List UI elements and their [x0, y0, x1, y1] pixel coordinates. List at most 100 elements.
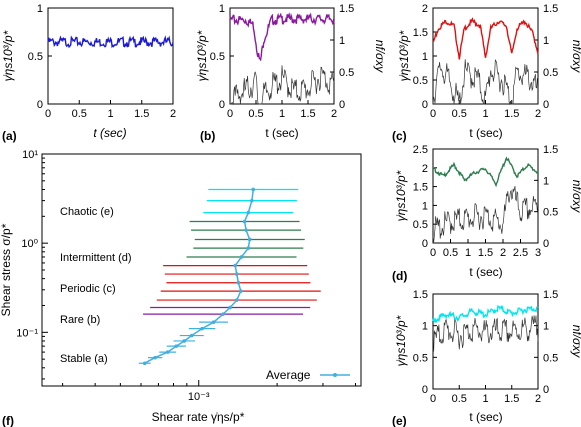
d-series-line-0: [432, 156, 539, 188]
f-average-point: [211, 320, 216, 324]
e-ytick-label: 1: [422, 321, 428, 333]
c-xtick-label: 1.5: [504, 108, 519, 120]
b-ytick-label: 0.5: [210, 51, 225, 63]
c-ylabel: γ̇ηs10³/p*: [397, 30, 411, 81]
e-y2tick-label: 1: [543, 321, 549, 333]
d-ytick-label: 2: [422, 163, 428, 175]
a-xtick-label: 1: [107, 108, 113, 120]
legend-average-label: Average: [266, 368, 311, 382]
d-ytick-label: 2.5: [413, 144, 428, 156]
f-average-point: [234, 298, 239, 302]
b-ylabel: γ̇ηs10³/p*: [195, 30, 209, 81]
f-average-point: [250, 198, 254, 203]
e-xtick-label: 2: [535, 393, 541, 405]
e-series-line-0: [432, 304, 539, 324]
regime-periodic: Periodic (c): [60, 283, 116, 295]
f-average-point: [182, 339, 187, 343]
f-xtick-label: 10⁻³: [188, 391, 210, 403]
b-y2tick-label: 1.5: [339, 3, 354, 15]
f-average-point: [246, 210, 251, 215]
a-series-line-0: [47, 35, 174, 49]
a-ytick-label: 1: [37, 3, 43, 15]
d-ytick-label: 1: [422, 200, 428, 212]
f-average-point: [247, 237, 252, 242]
e-xtick-label: 0: [430, 393, 436, 405]
d-xtick-label: 0.5: [443, 247, 458, 259]
f-average-point: [251, 187, 256, 192]
panel-label-d: (d): [392, 269, 407, 283]
f-average-point: [153, 355, 157, 360]
b-xtick-label: 0: [227, 108, 233, 120]
regime-chaotic: Chaotic (e): [60, 206, 114, 218]
c-ytick-label: 1: [422, 51, 428, 63]
panel-f-frame: [41, 153, 362, 387]
regime-stable: Stable (a): [60, 353, 108, 365]
panel-label-b: (b): [200, 129, 215, 143]
f-average-point: [233, 263, 237, 268]
e-ytick-label: 0.5: [413, 352, 428, 364]
panel-label-c: (c): [392, 129, 407, 143]
f-average-point: [200, 326, 204, 331]
d-series-line-1: [432, 186, 539, 243]
b-series-line-1: [229, 65, 335, 106]
e-xlabel: t (sec): [469, 410, 502, 424]
d-xtick-label: 0: [430, 247, 436, 259]
c-series-line-1: [432, 58, 539, 106]
e-ylabel: γ̇ηs10³/p*: [394, 315, 408, 366]
f-average-point: [238, 289, 243, 293]
e-xtick-label: 1: [482, 393, 488, 405]
e-y2tick-label: 0: [543, 384, 549, 396]
f-average-point: [174, 344, 179, 348]
e-y2tick-label: 0.5: [543, 352, 558, 364]
d-y2tick-label: 1: [543, 175, 549, 187]
e-ytick-label: 1.5: [413, 289, 428, 301]
f-average-point: [236, 280, 241, 285]
f-ytick-label: 10⁰: [21, 238, 38, 250]
b-y2tick-label: 0: [339, 99, 345, 111]
c-y2tick-label: 0: [543, 99, 549, 111]
e-xtick-label: 0.5: [452, 393, 467, 405]
c-ytick-label: 2: [422, 3, 428, 15]
d-xlabel: t (sec): [469, 265, 502, 279]
c-y2label: nf/σxy: [570, 40, 581, 74]
panel-label-e: (e): [392, 414, 407, 427]
panel-d-frame: [432, 148, 539, 244]
c-xtick-label: 0: [430, 108, 436, 120]
f-average-point: [189, 333, 194, 338]
c-xtick-label: 0.5: [452, 108, 467, 120]
c-xtick-label: 2: [535, 108, 541, 120]
f-average-point: [234, 272, 239, 276]
a-xlabel: t (sec): [93, 126, 126, 140]
panel-label-f: (f): [2, 414, 14, 427]
c-y2tick-label: 1.5: [543, 3, 558, 15]
b-xtick-label: 1.5: [300, 108, 315, 120]
f-average-point: [239, 255, 244, 259]
a-ylabel: γ̇ηs10³/p*: [1, 30, 15, 81]
b-ytick-label: 1: [219, 3, 225, 15]
a-xtick-label: 1.5: [134, 108, 149, 120]
c-ytick-label: 1.5: [413, 27, 428, 39]
f-ytick-label: 10⁻¹: [16, 327, 38, 339]
legend-average-marker: [333, 373, 337, 377]
b-xlabel: t (sec): [265, 126, 298, 140]
d-y2tick-label: 0.5: [543, 207, 558, 219]
c-xtick-label: 1: [482, 108, 488, 120]
f-ylabel: Shear stress σ/p*: [0, 223, 13, 316]
f-average-line: [144, 189, 255, 364]
f-average-point: [165, 350, 170, 354]
f-xlabel: Shear rate γ̇ηs/p*: [152, 410, 245, 424]
b-y2tick-label: 0.5: [339, 67, 354, 79]
e-ytick-label: 0: [422, 384, 428, 396]
d-ytick-label: 1.5: [413, 182, 428, 194]
c-xlabel: t (sec): [469, 126, 502, 140]
d-ytick-label: 0: [422, 238, 428, 250]
e-y2label: nf/σxy: [570, 325, 581, 359]
d-xtick-label: 2: [500, 247, 506, 259]
d-xtick-label: 3: [535, 247, 541, 259]
b-y2tick-label: 1: [339, 35, 345, 47]
f-average-point: [221, 312, 225, 316]
a-ytick-label: 0: [37, 99, 43, 111]
c-y2tick-label: 0.5: [543, 67, 558, 79]
d-xtick-label: 2.5: [513, 247, 528, 259]
d-xtick-label: 1: [465, 247, 471, 259]
